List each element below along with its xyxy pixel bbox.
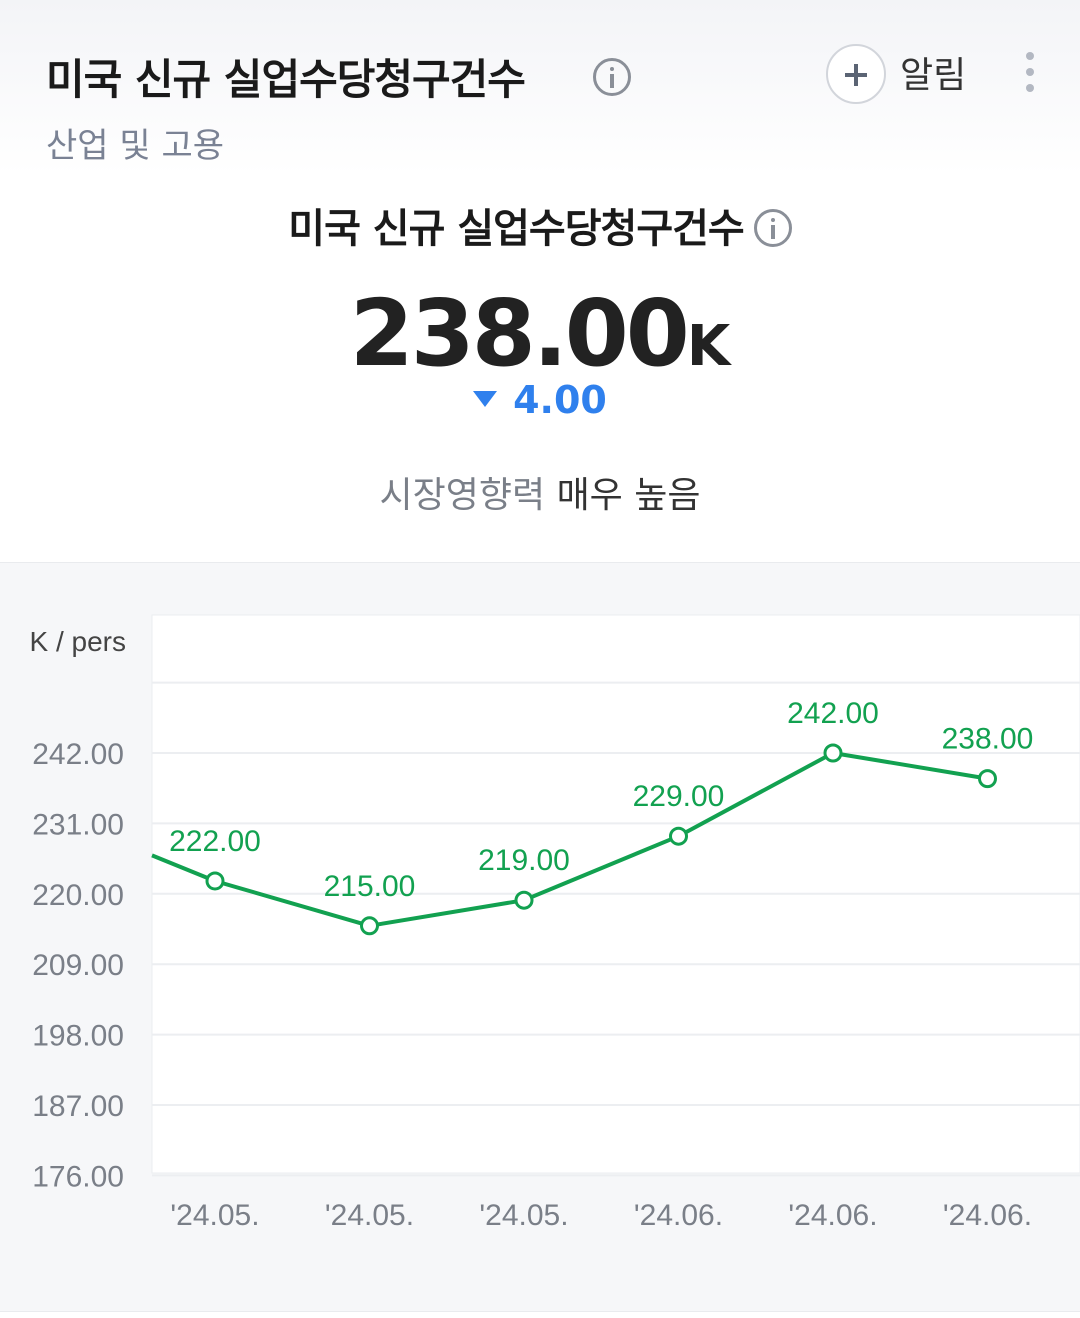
data-label: 238.00 — [942, 723, 1034, 756]
category-label[interactable]: 산업 및 고용 — [46, 126, 225, 166]
down-triangle-icon — [473, 390, 498, 407]
info-icon[interactable] — [593, 58, 631, 96]
y-tick-label: 187.00 — [32, 1090, 124, 1123]
x-tick-label: '24.05. — [170, 1199, 259, 1232]
market-impact: 시장영향력 매우 높음 — [0, 466, 1080, 518]
y-tick-label: 220.00 — [32, 879, 124, 912]
x-tick-label: '24.06. — [788, 1199, 877, 1232]
change-number: 4.00 — [513, 378, 607, 422]
add-alarm-button[interactable] — [826, 44, 886, 104]
indicator-title: 미국 신규 실업수당청구건수 — [0, 196, 1080, 254]
x-tick-label: '24.06. — [943, 1199, 1032, 1232]
change-value: 4.00 — [0, 378, 1080, 422]
y-tick-label: 242.00 — [32, 738, 124, 771]
line-chart[interactable]: 242.00 231.00 220.00 209.00 198.00 187.00 176.… — [0, 563, 1080, 1313]
data-label: 242.00 — [787, 697, 879, 730]
data-point — [823, 743, 843, 763]
x-tick-label: '24.05. — [325, 1199, 414, 1232]
data-label: 215.00 — [324, 870, 416, 903]
data-point — [669, 826, 688, 846]
data-label: 219.00 — [478, 844, 570, 877]
page-title: 미국 신규 실업수당청구건수 — [46, 55, 526, 104]
y-tick-label: 209.00 — [32, 949, 124, 982]
header: 미국 신규 실업수당청구건수 산업 및 고용 알림 — [0, 0, 1080, 175]
kebab-menu-icon[interactable] — [1018, 52, 1042, 92]
data-point — [514, 890, 534, 910]
y-tick-label: 176.00 — [32, 1160, 124, 1193]
indicator-value: 238.00K — [0, 280, 1080, 387]
alarm-label[interactable]: 알림 — [900, 55, 967, 96]
x-tick-label: '24.05. — [479, 1199, 568, 1232]
chart-area: 242.00 231.00 220.00 209.00 198.00 187.00 176.… — [0, 562, 1080, 1312]
y-tick-label: 231.00 — [32, 808, 124, 841]
impact-value: 매우 높음 — [556, 475, 701, 516]
data-point — [360, 916, 379, 936]
y-axis-label: K / pers — [30, 626, 126, 657]
indicator-value-unit: K — [686, 314, 731, 379]
y-tick-label: 198.00 — [32, 1020, 124, 1053]
data-label: 222.00 — [169, 825, 261, 858]
info-icon[interactable] — [753, 209, 792, 247]
x-tick-label: '24.06. — [634, 1199, 723, 1232]
indicator-title-text: 미국 신규 실업수당청구건수 — [288, 206, 744, 252]
data-point — [978, 769, 997, 789]
data-point — [205, 871, 225, 891]
impact-label: 시장영향력 — [379, 475, 546, 516]
data-label: 229.00 — [633, 780, 725, 813]
indicator-value-number: 238.00 — [349, 280, 690, 387]
